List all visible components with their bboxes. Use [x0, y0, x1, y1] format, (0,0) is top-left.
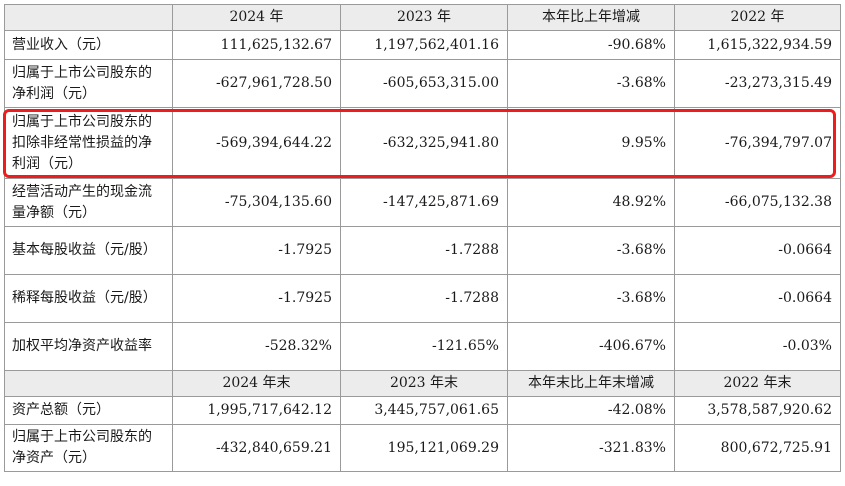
table-cell: -1.7288 [340, 226, 508, 275]
table-cell: 1,995,717,642.12 [172, 396, 341, 425]
table-row: 营业收入（元） 111,625,132.67 1,197,562,401.16 … [4, 30, 841, 60]
table-row: 基本每股收益（元/股） -1.7925 -1.7288 -3.68% -0.06… [4, 226, 841, 275]
table-header-row: 2024 年 2023 年 本年比上年增减 2022 年 [4, 4, 841, 31]
table-cell: 111,625,132.67 [172, 30, 341, 60]
table-row: 资产总额（元） 1,995,717,642.12 3,445,757,061.6… [4, 396, 841, 425]
table-cell: -627,961,728.50 [172, 59, 341, 108]
table-row: 稀释每股收益（元/股） -1.7925 -1.7288 -3.68% -0.06… [4, 274, 841, 323]
table-cell: -90.68% [507, 30, 675, 60]
table-cell: 9.95% [507, 107, 675, 179]
table-cell: -42.08% [507, 396, 675, 425]
header-cell: 2022 年末 [674, 370, 841, 397]
row-label: 加权平均净资产收益率 [4, 322, 173, 371]
table-cell: -75,304,135.60 [172, 178, 341, 227]
table-cell: -528.32% [172, 322, 341, 371]
table-cell: -76,394,797.07 [674, 107, 841, 179]
table-cell: -121.65% [340, 322, 508, 371]
table-cell: 195,121,069.29 [340, 424, 508, 472]
financial-data-table: 2024 年 2023 年 本年比上年增减 2022 年 营业收入（元） 111… [4, 4, 841, 472]
header-cell: 2024 年末 [172, 370, 341, 397]
table-row: 经营活动产生的现金流量净额（元） -75,304,135.60 -147,425… [4, 178, 841, 227]
row-label: 资产总额（元） [4, 396, 173, 425]
table-row: 归属于上市公司股东的净利润（元） -627,961,728.50 -605,65… [4, 59, 841, 108]
table-cell: -3.68% [507, 226, 675, 275]
table-cell: -406.67% [507, 322, 675, 371]
row-label: 基本每股收益（元/股） [4, 226, 173, 275]
row-label: 归属于上市公司股东的净资产（元） [4, 424, 173, 472]
row-label: 经营活动产生的现金流量净额（元） [4, 178, 173, 227]
table-header-row: 2024 年末 2023 年末 本年末比上年末增减 2022 年末 [4, 370, 841, 397]
table-row-highlighted: 归属于上市公司股东的扣除非经常性损益的净利润（元） -569,394,644.2… [4, 107, 841, 179]
header-cell: 2023 年 [340, 4, 508, 31]
header-cell [4, 4, 173, 31]
table-cell: 800,672,725.91 [674, 424, 841, 472]
table-cell: 3,445,757,061.65 [340, 396, 508, 425]
table-cell: -0.03% [674, 322, 841, 371]
table-cell: -23,273,315.49 [674, 59, 841, 108]
table-cell: 48.92% [507, 178, 675, 227]
table-cell: -0.0664 [674, 274, 841, 323]
table-cell: -0.0664 [674, 226, 841, 275]
table-cell: -1.7925 [172, 274, 341, 323]
table-cell: -3.68% [507, 274, 675, 323]
table-cell: -147,425,871.69 [340, 178, 508, 227]
table-cell: -605,653,315.00 [340, 59, 508, 108]
table-cell: -1.7288 [340, 274, 508, 323]
row-label: 归属于上市公司股东的净利润（元） [4, 59, 173, 108]
table-cell: -632,325,941.80 [340, 107, 508, 179]
header-cell: 本年末比上年末增减 [507, 370, 675, 397]
header-cell [4, 370, 173, 397]
row-label: 营业收入（元） [4, 30, 173, 60]
table-row: 归属于上市公司股东的净资产（元） -432,840,659.21 195,121… [4, 424, 841, 472]
table-cell: -1.7925 [172, 226, 341, 275]
table-row: 加权平均净资产收益率 -528.32% -121.65% -406.67% -0… [4, 322, 841, 371]
table-cell: -321.83% [507, 424, 675, 472]
header-cell: 2024 年 [172, 4, 341, 31]
table-cell: 1,615,322,934.59 [674, 30, 841, 60]
header-cell: 本年比上年增减 [507, 4, 675, 31]
table-cell: 3,578,587,920.62 [674, 396, 841, 425]
table-cell: -66,075,132.38 [674, 178, 841, 227]
header-cell: 2022 年 [674, 4, 841, 31]
table-cell: -432,840,659.21 [172, 424, 341, 472]
table-cell: -569,394,644.22 [172, 107, 341, 179]
row-label: 稀释每股收益（元/股） [4, 274, 173, 323]
table-cell: -3.68% [507, 59, 675, 108]
row-label: 归属于上市公司股东的扣除非经常性损益的净利润（元） [4, 107, 173, 179]
header-cell: 2023 年末 [340, 370, 508, 397]
table-cell: 1,197,562,401.16 [340, 30, 508, 60]
